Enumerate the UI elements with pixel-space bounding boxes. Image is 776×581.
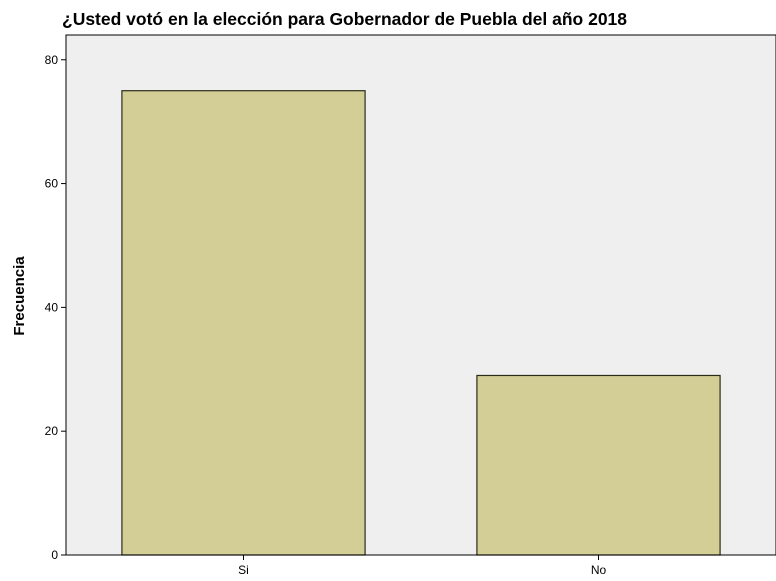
y-tick-label: 40	[45, 300, 59, 314]
x-tick-label: Si	[238, 563, 249, 577]
y-axis-ticks: 0 20 40 60 80	[45, 53, 66, 562]
y-tick-label: 0	[51, 548, 58, 562]
x-tick-label: No	[591, 563, 607, 577]
bar-no	[476, 374, 721, 556]
bar-si	[121, 90, 366, 556]
x-axis-ticks: Si No	[238, 555, 606, 577]
y-tick-label: 20	[45, 424, 59, 438]
bars	[121, 90, 721, 556]
y-axis-label: Frecuencia	[11, 256, 28, 336]
y-tick-label: 80	[45, 53, 59, 67]
chart-title: ¿Usted votó en la elección para Gobernad…	[62, 9, 627, 29]
y-tick-label: 60	[45, 177, 59, 191]
